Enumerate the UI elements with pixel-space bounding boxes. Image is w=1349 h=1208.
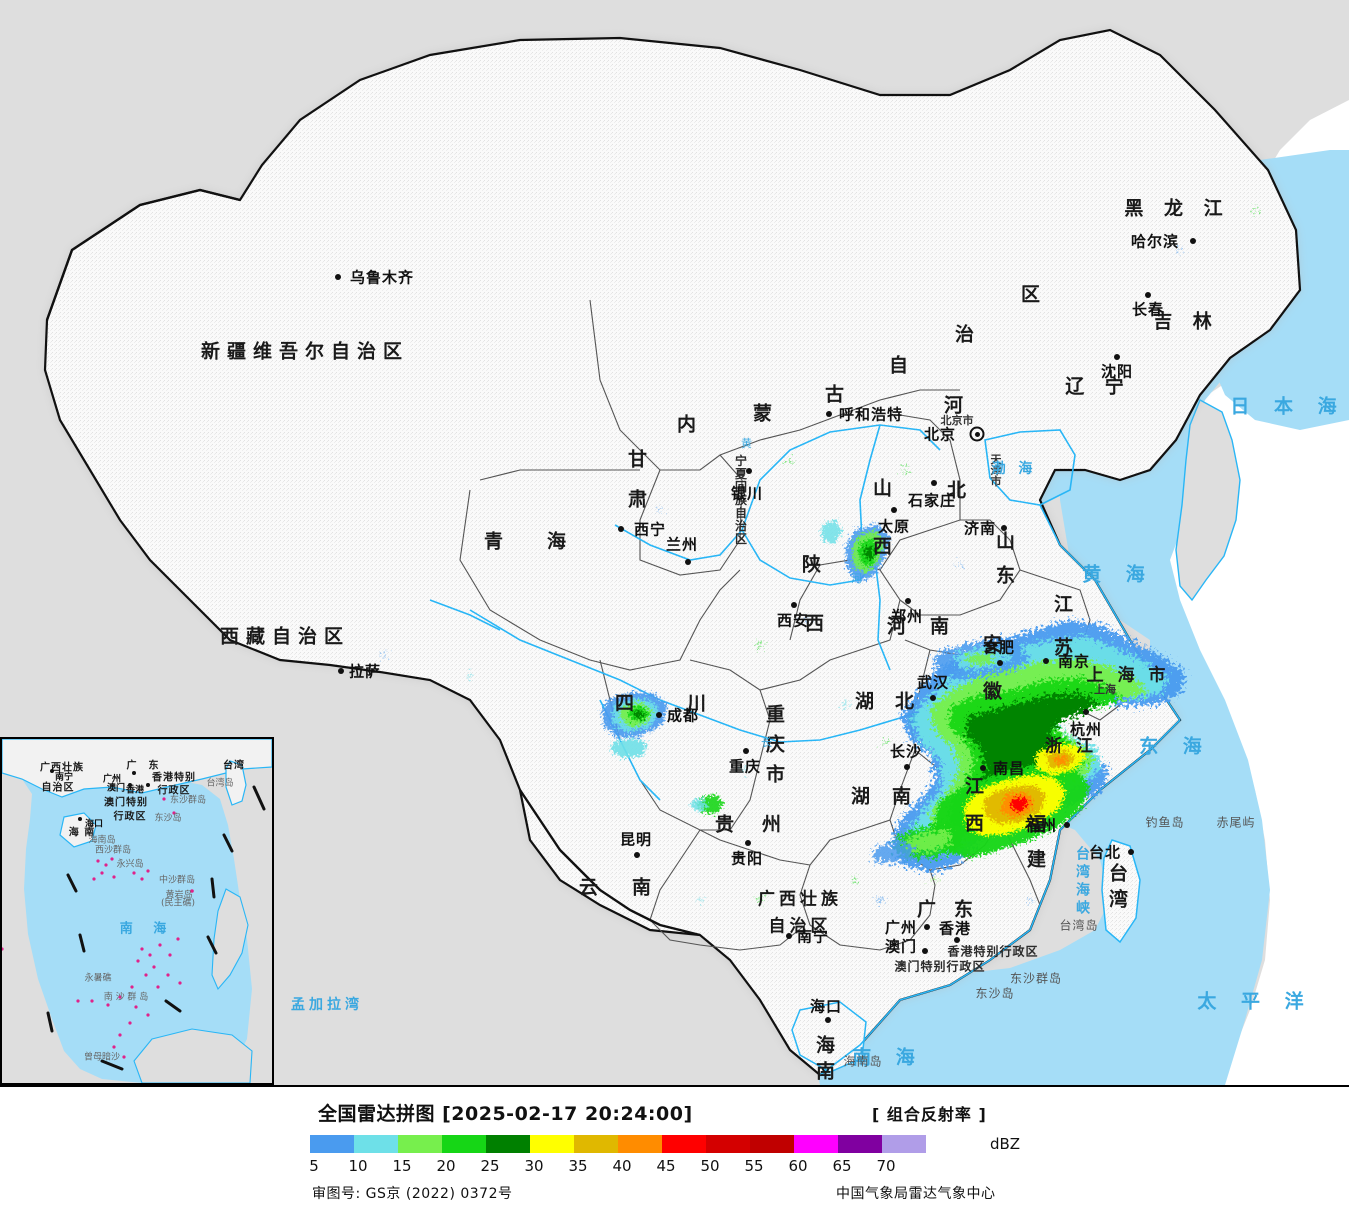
colorbar-tick-labels: 5 10 15 20 25 30 35 40 45 50 55 60 65 70 <box>309 1157 1010 1177</box>
city-marker-重庆 <box>743 748 749 754</box>
colorbar-swatch-55 <box>750 1135 794 1153</box>
inset-taiwan <box>225 760 247 806</box>
city-marker-南京 <box>1043 658 1049 664</box>
echo-zhejiang-fujian-core <box>932 762 1090 858</box>
city-marker-武汉 <box>930 695 936 701</box>
colorbar-swatch-10 <box>354 1135 398 1153</box>
colorbar-tick-35: 35 <box>568 1157 588 1175</box>
city-marker-兰州 <box>685 559 691 565</box>
city-marker-海口 <box>825 1017 831 1023</box>
inset-philippines <box>211 888 249 991</box>
colorbar-swatch-45 <box>662 1135 706 1153</box>
inset-city-marker-1 <box>132 771 136 775</box>
legend-title: 全国雷达拼图 [2025-02-17 20:24:00] <box>318 1103 693 1125</box>
city-marker-昆明 <box>634 852 640 858</box>
colorbar-tick-40: 40 <box>612 1157 632 1175</box>
city-marker-合肥 <box>997 660 1003 666</box>
city-marker-西安 <box>791 602 797 608</box>
city-marker-济南 <box>1001 525 1007 531</box>
colorbar-tick-65: 65 <box>832 1157 852 1175</box>
city-marker-沈阳 <box>1114 354 1120 360</box>
ocean-east <box>810 320 1270 1085</box>
colorbar-swatch-25 <box>486 1135 530 1153</box>
inset-border-dashes <box>46 785 266 1071</box>
city-marker-台北 <box>1128 849 1134 855</box>
colorbar-swatch-60 <box>794 1135 838 1153</box>
inset-coastline-mainland <box>2 739 272 798</box>
city-marker-呼和浩特 <box>826 411 832 417</box>
city-marker-广州 <box>924 924 930 930</box>
city-marker-太原 <box>891 507 897 513</box>
radar-echo-layer <box>383 207 1258 903</box>
city-marker-西宁 <box>618 526 624 532</box>
legend-footer: 全国雷达拼图 [2025-02-17 20:24:00] [ 组合反射率 ] d… <box>0 1085 1349 1208</box>
source-organization: 中国气象局雷达气象中心 <box>836 1186 996 1202</box>
colorbar-swatch-50 <box>706 1135 750 1153</box>
dbz-colorbar[interactable] <box>310 1135 926 1153</box>
inset-ocean <box>22 773 252 1083</box>
korea-landmass <box>1175 399 1241 602</box>
inset-borneo <box>133 1028 253 1083</box>
city-marker-杭州 <box>1083 709 1089 715</box>
colorbar-tick-10: 10 <box>348 1157 368 1175</box>
colorbar-swatch-15 <box>398 1135 442 1153</box>
city-marker-石家庄 <box>931 480 937 486</box>
colorbar-tick-50: 50 <box>700 1157 720 1175</box>
colorbar-tick-5: 5 <box>309 1157 319 1175</box>
inset-city-marker-4 <box>78 817 82 821</box>
approval-number: 审图号: GS京 (2022) 0372号 <box>312 1186 513 1202</box>
inset-base-map <box>2 739 272 1083</box>
inset-reefs <box>2 797 194 1059</box>
city-marker-拉萨 <box>338 668 344 674</box>
colorbar-tick-45: 45 <box>656 1157 676 1175</box>
taiwan-island <box>1101 839 1141 944</box>
city-marker-南昌 <box>980 765 986 771</box>
city-marker-澳门 <box>922 948 928 954</box>
colorbar-tick-60: 60 <box>788 1157 808 1175</box>
city-marker-乌鲁木齐 <box>335 274 341 280</box>
colorbar-swatch-65 <box>838 1135 882 1153</box>
city-marker-哈尔滨 <box>1190 238 1196 244</box>
colorbar-unit-label: dBZ <box>990 1135 1021 1153</box>
city-marker-长沙 <box>904 764 910 770</box>
colorbar-swatch-70 <box>882 1135 926 1153</box>
city-marker-贵阳 <box>745 840 751 846</box>
colorbar-tick-15: 15 <box>392 1157 412 1175</box>
colorbar-tick-55: 55 <box>744 1157 764 1175</box>
echo-shaanxi <box>822 520 890 582</box>
city-marker-香港 <box>954 937 960 943</box>
colorbar-tick-25: 25 <box>480 1157 500 1175</box>
city-marker-郑州 <box>905 598 911 604</box>
echo-jiangxi-hunan <box>872 822 965 864</box>
echo-sichuan-chengdu <box>602 692 668 758</box>
base-map-layer <box>0 0 1349 1085</box>
city-marker-银川 <box>746 468 752 474</box>
inset-city-marker-3 <box>146 783 150 787</box>
echo-guizhou <box>690 794 724 814</box>
product-mode-label: [ 组合反射率 ] <box>872 1105 987 1124</box>
international-border <box>45 188 701 937</box>
city-marker-福州 <box>1064 822 1070 828</box>
city-marker-长春 <box>1145 292 1151 298</box>
capital-marker-beijing <box>969 426 985 442</box>
colorbar-swatch-35 <box>574 1135 618 1153</box>
echo-scatter-noise <box>383 207 1258 903</box>
inset-city-marker-2 <box>128 783 132 787</box>
south-china-sea-inset-map[interactable]: 广西壮族 自治区广东台湾 香港特别 行政区 澳门特别 行政区 南宁 广州 澳门 香港 海口海 南台湾… <box>0 737 274 1085</box>
inset-city-marker-0 <box>50 769 54 773</box>
colorbar-tick-30: 30 <box>524 1157 544 1175</box>
city-marker-南宁 <box>786 933 792 939</box>
city-marker-成都 <box>656 712 662 718</box>
colorbar-swatch-20 <box>442 1135 486 1153</box>
colorbar-swatch-5 <box>310 1135 354 1153</box>
colorbar-tick-20: 20 <box>436 1157 456 1175</box>
inset-hainan <box>59 812 97 848</box>
colorbar-swatch-40 <box>618 1135 662 1153</box>
echo-hangzhou-core <box>1036 744 1086 776</box>
echo-anhui-jiangsu-band <box>932 638 1030 680</box>
colorbar-tick-70: 70 <box>876 1157 896 1175</box>
colorbar-swatch-30 <box>530 1135 574 1153</box>
